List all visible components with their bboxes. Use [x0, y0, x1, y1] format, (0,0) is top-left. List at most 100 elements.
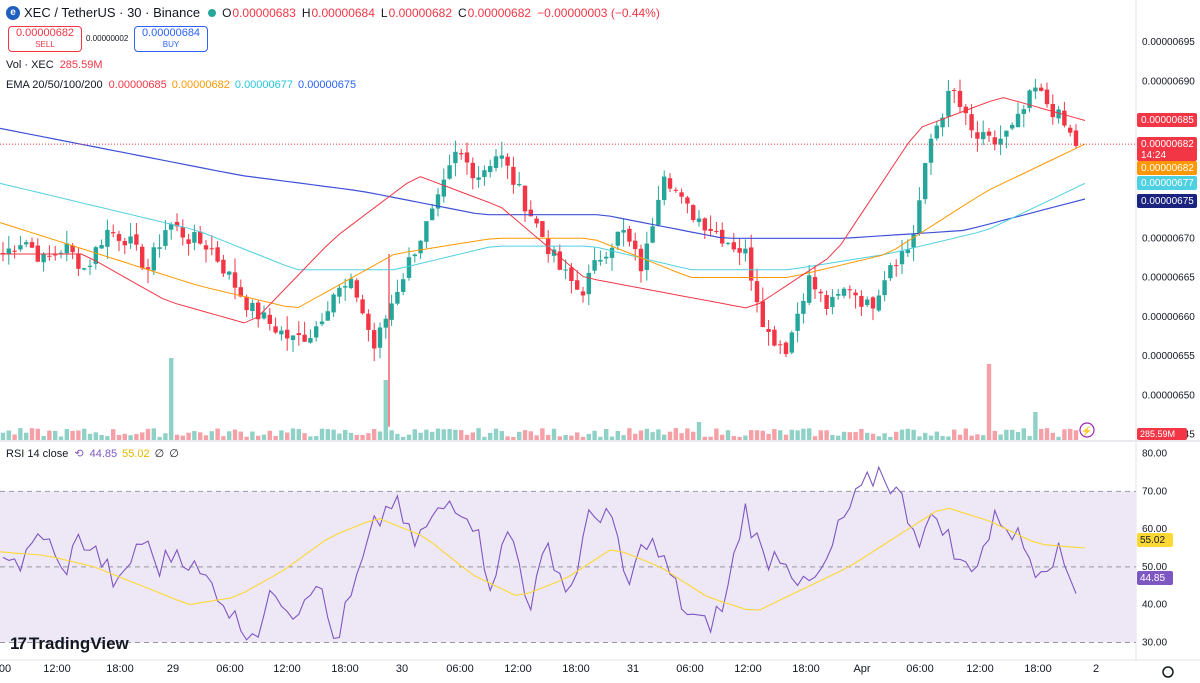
- time-tick-label: 18:00: [792, 663, 820, 675]
- rsi-ma-line: [0, 507, 1086, 611]
- sell-button[interactable]: 0.00000682 SELL: [8, 26, 82, 52]
- ema200-value: 0.00000675: [298, 79, 357, 91]
- time-tick-label: 29: [167, 663, 179, 675]
- volume-bar: [163, 433, 168, 440]
- volume-bar: [116, 434, 122, 440]
- candle-body: [464, 152, 470, 163]
- volume-bar: [47, 430, 52, 440]
- candle-body: [609, 247, 615, 258]
- ema-legend[interactable]: EMA 20/50/100/200 0.00000685 0.00000682 …: [6, 79, 356, 91]
- candle-body: [865, 299, 870, 306]
- volume-bar: [232, 429, 238, 440]
- candle-body: [1039, 87, 1044, 91]
- rsi-tick-label: 60.00: [1142, 524, 1167, 535]
- volume-bar: [952, 429, 957, 440]
- volume-bar: [209, 431, 214, 440]
- volume-bar: [760, 430, 765, 440]
- volume-bar: [575, 432, 580, 440]
- candle-body: [128, 236, 133, 244]
- volume-bar: [64, 429, 69, 440]
- volume-legend[interactable]: Vol · XEC 285.59M: [6, 59, 103, 71]
- candle-body: [621, 229, 626, 233]
- candle-body: [232, 272, 238, 288]
- volume-bar: [157, 436, 162, 440]
- candle-body: [1062, 110, 1067, 126]
- candle-body: [116, 234, 122, 241]
- candle-body: [1010, 124, 1015, 129]
- time-tick-label: 12:00: [734, 663, 762, 675]
- ema50-line: [0, 143, 1086, 309]
- volume-bar: [273, 435, 278, 440]
- volume-bar: [24, 432, 29, 440]
- candle-body: [348, 278, 354, 289]
- candle-body: [261, 312, 267, 319]
- flash-icon[interactable]: [1079, 422, 1095, 438]
- volume-bar: [592, 430, 597, 440]
- rsi-legend[interactable]: RSI 14 close ⟲ 44.85 55.02 ∅ ∅: [6, 447, 179, 461]
- candle-body: [633, 240, 638, 250]
- volume-bar: [464, 434, 470, 440]
- buy-button[interactable]: 0.00000684 BUY: [134, 26, 208, 52]
- volume-bar: [986, 364, 992, 440]
- candle-body: [319, 321, 325, 325]
- time-tick-label: 06:00: [676, 663, 704, 675]
- volume-bar: [198, 432, 203, 440]
- volume-bar: [928, 435, 934, 440]
- candle-body: [1073, 130, 1079, 146]
- candle-body: [24, 242, 29, 245]
- volume-bar: [447, 428, 452, 440]
- volume-bar: [563, 435, 568, 440]
- close-value: 0.00000682: [467, 5, 532, 20]
- change-value: −0.00000003 (−0.44%): [537, 5, 660, 20]
- volume-bar: [372, 429, 377, 440]
- volume-bar: [940, 436, 945, 440]
- candle-body: [540, 221, 545, 237]
- volume-badge: [1137, 428, 1187, 440]
- symbol-legend[interactable]: e XEC / TetherUS · 30 · Binance O 0.0000…: [6, 5, 660, 20]
- volume-bar: [824, 430, 829, 440]
- candle-body: [795, 313, 800, 331]
- settings-gear-icon[interactable]: [1162, 666, 1174, 678]
- rsi-extra-1: ∅: [154, 448, 165, 460]
- volume-bar: [203, 435, 209, 440]
- volume-bar: [859, 428, 864, 440]
- volume-bar: [679, 433, 684, 440]
- price-tick-label: 0.00000660: [1142, 312, 1195, 323]
- volume-bar: [963, 428, 968, 440]
- volume-bar: [134, 434, 139, 440]
- candle-body: [389, 303, 394, 320]
- spread-value: 0.00000002: [86, 34, 129, 43]
- volume-bar: [453, 429, 458, 440]
- volume-bar: [888, 436, 893, 440]
- ema100-line: [0, 182, 1086, 271]
- volume-bar: [482, 436, 487, 440]
- volume-bar: [1044, 428, 1050, 440]
- candle-body: [789, 332, 794, 353]
- candle-body: [986, 131, 992, 136]
- volume-bar: [343, 429, 348, 440]
- volume-bar: [911, 429, 916, 440]
- candle-body: [470, 162, 475, 179]
- candle-body: [203, 245, 209, 250]
- flash-glyph-icon: ⚡: [1081, 425, 1092, 437]
- volume-bar: [221, 436, 226, 440]
- candle-body: [673, 189, 678, 191]
- candle-body: [551, 249, 557, 256]
- volume-bar: [53, 430, 58, 440]
- volume-bar: [337, 433, 342, 440]
- candle-body: [772, 329, 777, 346]
- volume-bar: [807, 428, 812, 440]
- candle-body: [876, 295, 881, 311]
- volume-bar: [58, 436, 64, 440]
- tradingview-logo[interactable]: 17 TradingView: [10, 634, 129, 654]
- rsi-tick-label: 80.00: [1142, 449, 1167, 460]
- volume-group: [0, 358, 1079, 440]
- volume-bar: [586, 433, 591, 440]
- price-badge: [1137, 194, 1197, 208]
- rsi-settings-icon[interactable]: ⟲: [74, 448, 84, 460]
- candle-body: [708, 228, 713, 231]
- candle-body: [801, 300, 806, 314]
- symbol-title[interactable]: XEC / TetherUS · 30 · Binance: [24, 5, 201, 20]
- candle-body: [12, 250, 17, 252]
